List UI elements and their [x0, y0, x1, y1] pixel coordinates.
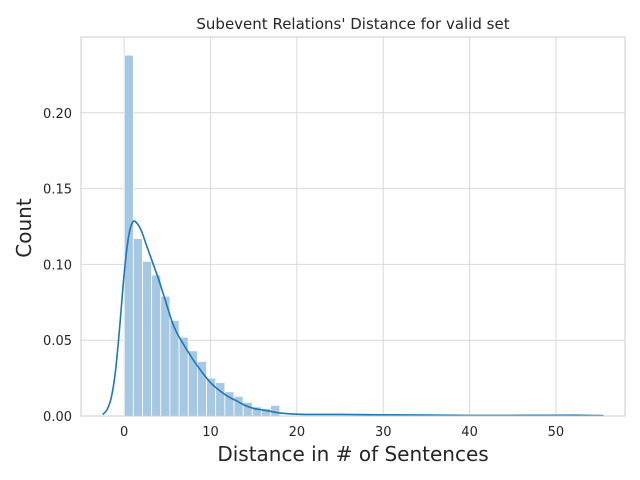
histogram-bar: [196, 361, 207, 417]
histogram-bar: [132, 238, 143, 417]
x-tick-label: 30: [375, 425, 392, 440]
histogram-bar: [233, 395, 244, 417]
y-tick-label: 0.10: [43, 258, 72, 273]
histogram-bar: [160, 295, 171, 417]
y-tick-label: 0.20: [43, 107, 72, 122]
x-tick-label: 10: [202, 425, 219, 440]
histogram-bar: [142, 260, 153, 417]
kde-line: [102, 220, 604, 417]
x-axis-label: Distance in # of Sentences: [217, 442, 488, 466]
chart-title: Subevent Relations' Distance for valid s…: [196, 15, 509, 33]
x-tick-label: 50: [548, 425, 565, 440]
plot-border: [80, 36, 626, 417]
y-tick-label: 0.05: [43, 334, 72, 349]
x-tick-label: 0: [120, 425, 128, 440]
histogram-bar: [270, 404, 281, 417]
y-tick-label: 0.00: [43, 410, 72, 425]
histogram-bar: [151, 274, 162, 417]
y-axis-label: Count: [12, 198, 36, 258]
x-tick-label: 40: [461, 425, 478, 440]
x-tick-label: 20: [289, 425, 306, 440]
y-tick-label: 0.15: [43, 183, 72, 198]
x-tick-labels: 0 10 20 30 40 50: [120, 425, 564, 440]
y-tick-labels: 0.00 0.05 0.10 0.15 0.20: [43, 107, 72, 425]
